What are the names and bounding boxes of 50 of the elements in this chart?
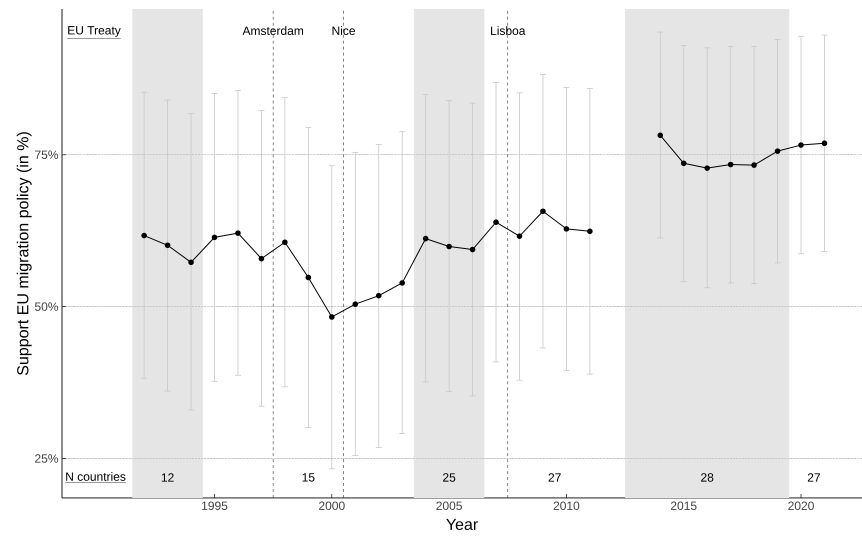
annotation: 27 xyxy=(808,473,820,482)
ref-line-label: Nice xyxy=(332,26,355,35)
point xyxy=(446,244,452,250)
x-axis-title: Year xyxy=(446,518,478,530)
point xyxy=(422,236,428,242)
annotation: 15 xyxy=(302,473,315,482)
y-axis-title: Support EU migration policy (in %) xyxy=(16,132,32,376)
point xyxy=(564,226,570,232)
point xyxy=(516,233,522,239)
y-tick-label: 75% xyxy=(35,150,58,159)
annotation: N countries xyxy=(66,472,126,481)
x-tick-label: 2005 xyxy=(436,502,462,510)
point xyxy=(141,232,147,238)
point xyxy=(657,132,664,138)
x-tick-label: 2020 xyxy=(788,502,814,510)
point xyxy=(540,208,546,214)
annotation: 12 xyxy=(162,473,174,482)
point xyxy=(235,230,241,236)
x-tick-label: 1995 xyxy=(202,502,228,510)
ref-line-label: Amsterdam xyxy=(242,26,304,35)
point xyxy=(822,140,828,146)
annotation: 27 xyxy=(548,473,561,482)
ref-line-label: Lisboa xyxy=(491,26,526,35)
point xyxy=(493,219,499,225)
point xyxy=(587,228,593,234)
point xyxy=(704,165,710,171)
point xyxy=(798,142,804,148)
point xyxy=(470,246,476,252)
point xyxy=(751,162,757,168)
point xyxy=(376,292,382,298)
point xyxy=(282,239,288,246)
point xyxy=(164,242,170,248)
annotation: 28 xyxy=(701,473,714,482)
point xyxy=(212,234,218,240)
y-tick-label: 50% xyxy=(34,302,58,311)
point xyxy=(352,301,358,308)
point xyxy=(188,259,194,266)
x-tick-label: 2010 xyxy=(554,502,580,510)
annotation: EU Treaty xyxy=(68,26,121,37)
point xyxy=(399,280,405,286)
point xyxy=(329,314,335,320)
x-tick-label: 2000 xyxy=(319,502,345,510)
annotation: 25 xyxy=(443,473,456,482)
point xyxy=(774,148,780,154)
x-tick-label: 2015 xyxy=(670,502,697,510)
point xyxy=(680,160,687,166)
point xyxy=(728,162,734,168)
point xyxy=(306,274,312,280)
y-tick-label: 25% xyxy=(35,454,58,463)
point xyxy=(258,256,264,262)
